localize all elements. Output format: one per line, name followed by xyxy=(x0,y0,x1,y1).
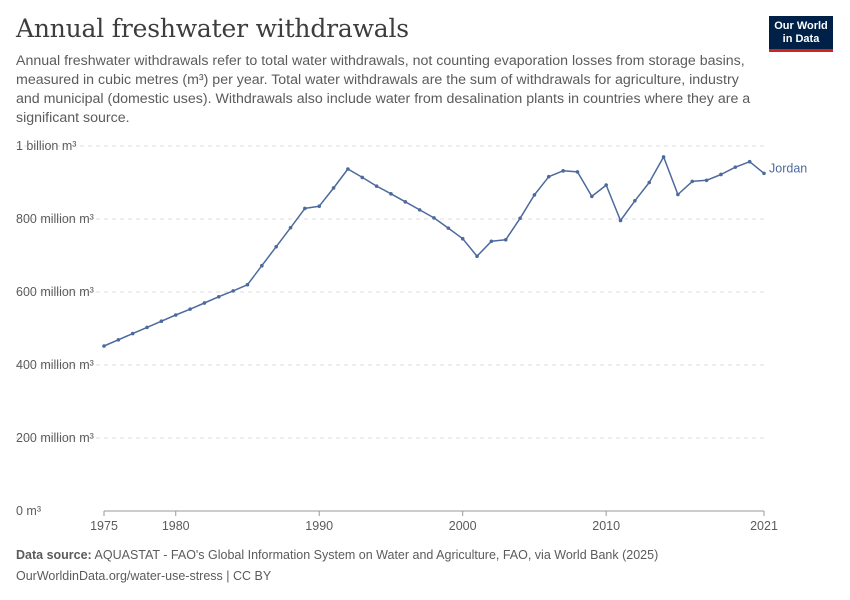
data-point[interactable] xyxy=(231,289,235,293)
data-point[interactable] xyxy=(403,200,408,204)
data-point[interactable] xyxy=(159,319,164,324)
source-note: Data source: AQUASTAT - FAO's Global Inf… xyxy=(16,548,658,562)
data-point[interactable] xyxy=(518,216,522,221)
data-point[interactable] xyxy=(288,225,293,230)
data-point[interactable] xyxy=(274,244,278,249)
data-point[interactable] xyxy=(346,167,350,171)
data-point[interactable] xyxy=(690,179,695,184)
data-point[interactable] xyxy=(561,169,565,173)
data-point[interactable] xyxy=(260,263,264,268)
y-tick-label: 800 million m³ xyxy=(16,212,94,226)
data-point[interactable] xyxy=(417,208,422,212)
data-point[interactable] xyxy=(532,193,537,197)
y-tick-label: 600 million m³ xyxy=(16,285,94,299)
y-tick-label: 0 m³ xyxy=(16,504,41,518)
data-point[interactable] xyxy=(331,186,336,190)
data-point[interactable] xyxy=(575,170,580,174)
data-point[interactable] xyxy=(747,159,752,164)
data-point[interactable] xyxy=(317,204,322,209)
data-point[interactable] xyxy=(647,180,652,185)
data-point[interactable] xyxy=(618,218,623,223)
y-tick-label: 1 billion m³ xyxy=(16,139,76,153)
data-point[interactable] xyxy=(216,294,221,299)
data-point[interactable] xyxy=(676,192,680,197)
data-point[interactable] xyxy=(145,325,149,330)
data-point[interactable] xyxy=(704,178,709,183)
y-tick-label: 200 million m³ xyxy=(16,431,94,445)
data-point[interactable] xyxy=(460,236,465,241)
data-point[interactable] xyxy=(446,226,451,230)
logo-line-2: in Data xyxy=(782,33,820,45)
data-point[interactable] xyxy=(503,238,508,242)
x-tick-label: 2021 xyxy=(750,519,778,533)
data-point[interactable] xyxy=(546,174,551,179)
data-point[interactable] xyxy=(130,331,135,336)
data-point[interactable] xyxy=(604,183,608,187)
data-point[interactable] xyxy=(374,184,379,188)
x-tick-label: 1975 xyxy=(90,519,118,533)
data-point[interactable] xyxy=(432,216,436,220)
data-point[interactable] xyxy=(102,344,106,348)
data-point[interactable] xyxy=(590,194,594,199)
source-label: Data source: xyxy=(16,548,92,562)
series-label[interactable]: Jordan xyxy=(769,161,807,175)
data-point[interactable] xyxy=(116,338,121,342)
source-text: AQUASTAT - FAO's Global Information Syst… xyxy=(91,548,659,562)
chart-title: Annual freshwater withdrawals xyxy=(16,14,409,43)
data-point[interactable] xyxy=(633,198,637,203)
data-point[interactable] xyxy=(489,239,494,244)
x-tick-label: 1980 xyxy=(162,519,190,533)
data-point[interactable] xyxy=(762,171,766,176)
data-point[interactable] xyxy=(173,313,178,317)
x-tick-label: 1990 xyxy=(305,519,333,533)
data-point[interactable] xyxy=(360,175,365,180)
data-point[interactable] xyxy=(245,282,250,287)
x-tick-label: 2000 xyxy=(449,519,477,533)
data-point[interactable] xyxy=(661,155,666,159)
data-point[interactable] xyxy=(733,165,738,169)
data-point[interactable] xyxy=(303,206,307,211)
y-tick-label: 400 million m³ xyxy=(16,358,94,372)
owid-logo[interactable]: Our World in Data xyxy=(769,16,833,52)
chart-subtitle: Annual freshwater withdrawals refer to t… xyxy=(16,53,751,126)
data-point[interactable] xyxy=(188,307,192,311)
data-point[interactable] xyxy=(475,254,479,259)
series-line-jordan[interactable] xyxy=(103,156,765,347)
data-point[interactable] xyxy=(719,172,723,177)
x-tick-label: 2010 xyxy=(592,519,620,533)
data-point[interactable] xyxy=(202,301,207,305)
footer-link[interactable]: OurWorldinData.org/water-use-stress | CC… xyxy=(16,569,272,583)
logo-line-1: Our World xyxy=(774,20,828,32)
data-point[interactable] xyxy=(389,192,393,196)
